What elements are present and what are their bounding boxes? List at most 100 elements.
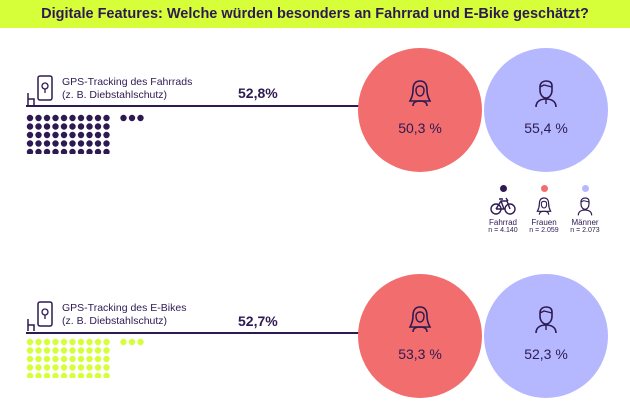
percent-dot: [94, 372, 102, 378]
percent-dot: [77, 372, 85, 378]
feature-label-line2: (z. B. Diebstahlschutz): [62, 89, 168, 101]
percent-dot: [26, 364, 34, 371]
woman-icon: [408, 306, 432, 333]
percent-dot: [77, 355, 85, 363]
percent-dot: [35, 338, 42, 346]
legend-n: n = 2.059: [529, 227, 559, 234]
percent-dot: [86, 114, 93, 122]
frauen-value-label: 50,3 %: [398, 120, 442, 136]
percent-dot: [77, 364, 85, 371]
feature-label-line1: GPS-Tracking des Fahrrads: [62, 76, 193, 88]
percent-dot: [69, 372, 76, 378]
percent-dot: [60, 140, 68, 147]
percent-dot: [60, 355, 68, 363]
percent-dot: [60, 131, 68, 139]
man-icon: [577, 197, 593, 216]
percent-dot: [128, 338, 136, 346]
legend-name: Frauen: [531, 218, 557, 227]
percent-dot: [86, 347, 93, 354]
percent-dot: [103, 338, 110, 346]
percent-dot: [103, 131, 110, 139]
percent-dot: [77, 123, 85, 130]
percent-dot: [94, 347, 102, 354]
percent-dot: [103, 364, 110, 371]
percent-dot: [60, 338, 68, 346]
percent-dot: [60, 114, 68, 122]
percent-dot: [52, 148, 59, 154]
man-icon: [535, 80, 557, 108]
percent-dot: [35, 347, 42, 354]
percent-dot: [94, 148, 102, 154]
percent-dot: [69, 338, 76, 346]
percent-dot: [26, 123, 34, 130]
percent-dot: [94, 338, 102, 346]
percent-dot: [69, 148, 76, 154]
percent-dot: [86, 131, 93, 139]
percent-dot: [60, 364, 68, 371]
percent-dot: [43, 355, 51, 363]
percent-dot: [52, 114, 59, 122]
header-bar: Digitale Features: Welche würden besonde…: [0, 0, 630, 28]
percent-dot: [52, 372, 59, 378]
percent-dot: [103, 347, 110, 354]
percent-dot: [69, 123, 76, 130]
percent-dot: [69, 355, 76, 363]
percent-dot: [43, 114, 51, 122]
percent-dot: [35, 140, 42, 147]
percent-dot: [103, 355, 110, 363]
percent-dot: [94, 114, 102, 122]
percent-dot: [52, 355, 59, 363]
percent-dot: [86, 148, 93, 154]
percent-dot: [26, 372, 34, 378]
percent-dot: [52, 364, 59, 371]
section-fahrrad: GPS-Tracking des Fahrrads (z. B. Diebsta…: [0, 48, 630, 180]
percent-dot: [69, 114, 76, 122]
legend-dot: [581, 185, 589, 192]
bicycle-icon: [490, 197, 516, 215]
percent-dot: [69, 131, 76, 139]
percent-dot: [94, 140, 102, 147]
dot-matrix: [26, 114, 144, 154]
percent-dot: [86, 140, 93, 147]
percent-dot: [43, 123, 51, 130]
percent-dot: [43, 140, 51, 147]
percent-dot: [86, 372, 93, 378]
legend-dot: [499, 185, 507, 192]
percent-dot: [43, 148, 51, 154]
percent-dot: [103, 372, 110, 378]
percent-dot: [103, 140, 110, 147]
phone-gps-icon: [27, 301, 53, 331]
man-icon: [535, 306, 557, 334]
legend-item-fahrrad: Fahrrad n = 4.140: [478, 185, 528, 235]
percent-dot: [77, 140, 85, 147]
percent-dot: [43, 338, 51, 346]
percent-dot: [26, 338, 34, 346]
percent-dot: [77, 347, 85, 354]
legend-name: Männer: [571, 218, 599, 227]
percent-dot: [69, 140, 76, 147]
percent-dot: [86, 338, 93, 346]
percent-dot: [103, 114, 110, 122]
maenner-circle: 52,3 %: [484, 274, 608, 398]
percent-dot: [103, 148, 110, 154]
percent-dot: [86, 355, 93, 363]
percent-dot: [77, 148, 85, 154]
percent-dot: [77, 114, 85, 122]
maenner-value-label: 55,4 %: [524, 120, 568, 136]
percent-dot: [52, 131, 59, 139]
percent-dot: [35, 131, 42, 139]
percent-dot: [69, 364, 76, 371]
percent-dot: [120, 114, 127, 122]
percent-dot: [35, 123, 42, 130]
legend-item-frauen: Frauen n = 2.059: [519, 185, 569, 235]
percent-dot: [26, 355, 34, 363]
percent-dot: [35, 114, 42, 122]
total-value-label: 52,7%: [238, 313, 278, 329]
feature-label-line1: GPS-Tracking des E-Bikes: [62, 302, 187, 314]
woman-icon: [408, 80, 432, 107]
percent-dot: [77, 338, 85, 346]
legend: Fahrrad n = 4.140 Frauen n = 2.059 Männe…: [478, 185, 618, 275]
legend-dot: [540, 185, 548, 192]
total-value-label: 52,8%: [238, 85, 278, 101]
percent-dot: [86, 364, 93, 371]
